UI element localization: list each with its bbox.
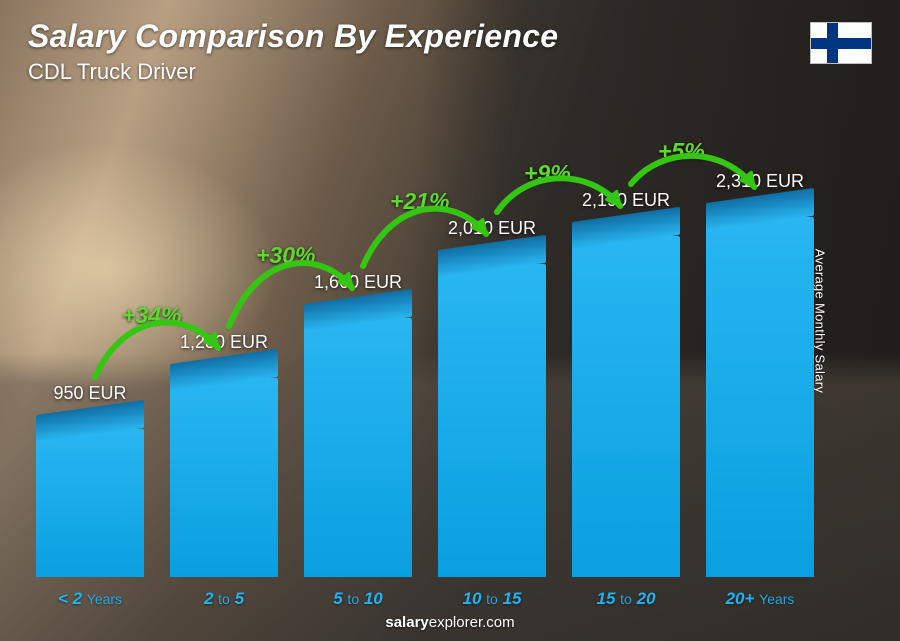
increase-label: +21%: [390, 188, 449, 215]
footer-brand-rest: explorer.com: [429, 614, 515, 631]
bar-x-label: 20+ Years: [726, 589, 795, 609]
bar-body: 1,280 EUR: [170, 378, 278, 577]
increase-label: +9%: [524, 160, 571, 187]
bar: 1,280 EUR2 to 5: [170, 378, 278, 577]
bar: 2,190 EUR15 to 20: [572, 236, 680, 577]
footer-brand-bold: salary: [385, 614, 428, 631]
bar: 950 EUR< 2 Years: [36, 429, 144, 577]
bar-chart: 950 EUR< 2 Years1,280 EUR2 to 51,660 EUR…: [36, 100, 840, 577]
bar-top-face: [170, 349, 278, 392]
bar-top-face: [706, 188, 814, 231]
title-block: Salary Comparison By Experience CDL Truc…: [28, 18, 558, 85]
bar: 2,310 EUR20+ Years: [706, 217, 814, 577]
bar-x-label: 2 to 5: [204, 589, 244, 609]
page-title: Salary Comparison By Experience: [28, 18, 558, 55]
bar-body: 950 EUR: [36, 429, 144, 577]
bar-body: 2,010 EUR: [438, 264, 546, 577]
increase-label: +34%: [122, 302, 181, 329]
bar-x-label: 15 to 20: [597, 589, 656, 609]
bar-value-label: 1,660 EUR: [314, 272, 402, 293]
page-subtitle: CDL Truck Driver: [28, 59, 558, 85]
bar-x-label: 5 to 10: [333, 589, 383, 609]
bar-value-label: 950 EUR: [53, 383, 126, 404]
footer-attribution: salaryexplorer.com: [0, 614, 900, 631]
bar: 1,660 EUR5 to 10: [304, 318, 412, 577]
bar-x-label: 10 to 15: [463, 589, 522, 609]
bar-body: 2,310 EUR: [706, 217, 814, 577]
increase-label: +5%: [658, 138, 705, 165]
bar-body: 2,190 EUR: [572, 236, 680, 577]
bar-top-face: [36, 400, 144, 443]
bar-value-label: 2,190 EUR: [582, 190, 670, 211]
bar-value-label: 2,310 EUR: [716, 171, 804, 192]
bar-top-face: [572, 207, 680, 250]
increase-label: +30%: [256, 242, 315, 269]
bar: 2,010 EUR10 to 15: [438, 264, 546, 577]
flag-icon: [810, 22, 872, 64]
bar-top-face: [438, 235, 546, 278]
bar-top-face: [304, 289, 412, 332]
bar-body: 1,660 EUR: [304, 318, 412, 577]
bar-value-label: 1,280 EUR: [180, 332, 268, 353]
bar-value-label: 2,010 EUR: [448, 218, 536, 239]
bar-x-label: < 2 Years: [58, 589, 122, 609]
